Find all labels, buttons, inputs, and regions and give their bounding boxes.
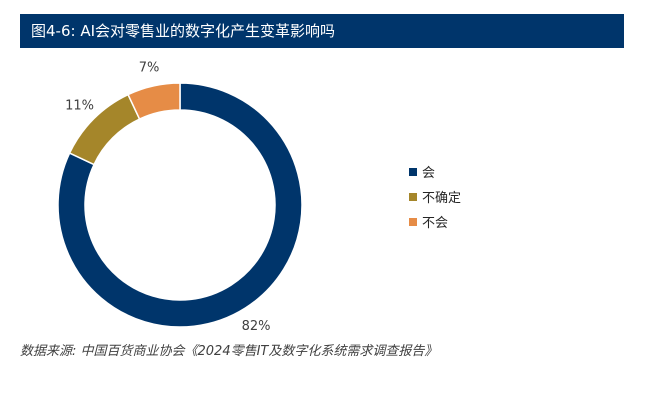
value-label-1: 82% (242, 319, 271, 334)
value-label-3: 7% (139, 60, 160, 75)
donut-slice-3 (127, 82, 181, 121)
value-label-2: 11% (65, 99, 94, 114)
legend-swatch-2 (409, 193, 417, 201)
source-note: 数据来源: 中国百货商业协会《2024零售IT及数字化系统需求调查报告》 (20, 344, 438, 359)
donut-slice-1 (57, 82, 303, 328)
legend-label-2: 不确定 (422, 191, 461, 206)
legend-label-3: 不会 (422, 216, 448, 231)
legend-swatch-3 (409, 218, 417, 226)
legend-swatch-1 (409, 168, 417, 176)
legend-label-1: 会 (422, 166, 435, 181)
chart-title-bar: 图4-6: AI会对零售业的数字化产生变革影响吗 (20, 14, 624, 48)
chart-title: 图4-6: AI会对零售业的数字化产生变革影响吗 (31, 22, 336, 40)
